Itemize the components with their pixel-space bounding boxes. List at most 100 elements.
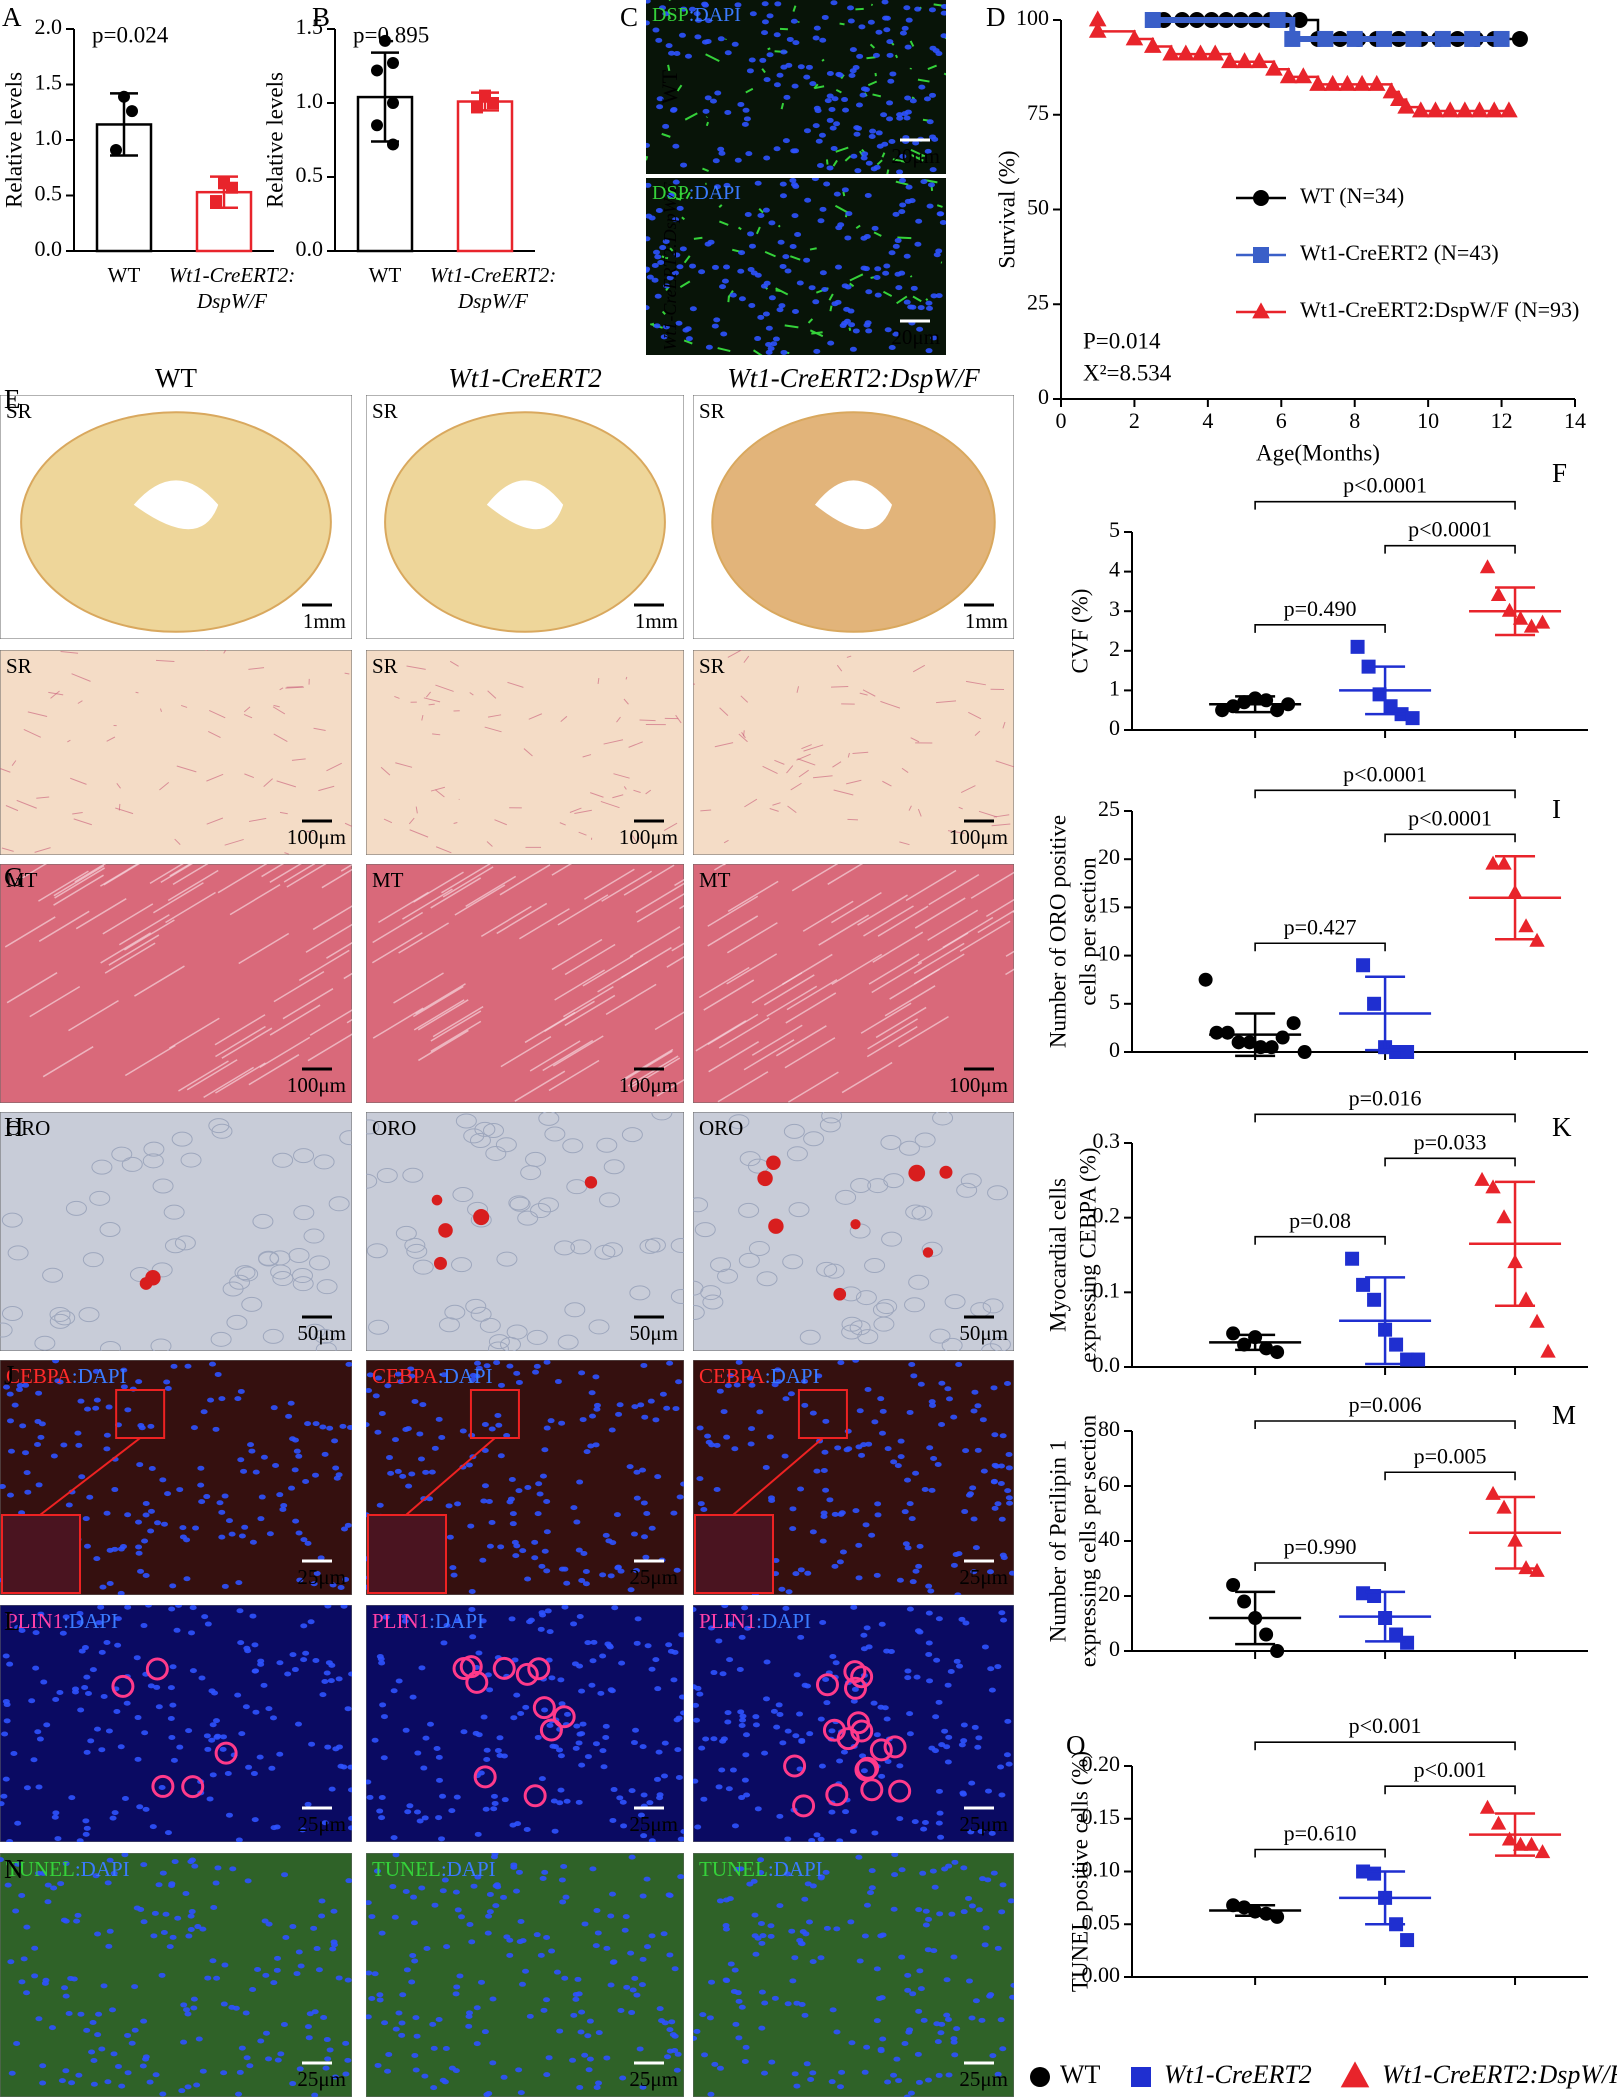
cell [328,1196,350,1212]
nucleus [169,1583,177,1589]
nucleus [972,1998,980,2004]
fiber [796,686,800,693]
cell [599,1192,621,1208]
nucleus [0,1793,8,1799]
nucleus [23,1924,31,1930]
fiber [917,808,922,817]
nucleus [513,1543,521,1549]
nucleus [854,168,862,174]
p-value: p=0.005 [1414,1443,1487,1468]
nucleus [757,1857,765,1863]
nucleus [486,1687,494,1693]
nucleus [792,1571,800,1577]
nucleus [627,1587,635,1593]
nucleus [675,1379,683,1385]
membrane [775,287,789,296]
fiber [700,809,712,812]
nucleus [883,15,891,21]
nucleus [294,1721,302,1727]
nucleus [945,1734,953,1740]
bracket [1254,1848,1386,1858]
nucleus [39,2080,47,2086]
fiber [54,867,106,899]
fiber [259,1036,311,1069]
nucleus [382,1614,390,1620]
nucleus [582,1581,590,1587]
nucleus [466,2010,474,2016]
nucleus [36,1736,44,1742]
nucleus [842,107,850,113]
membrane [814,85,825,90]
nucleus [195,2036,203,2042]
nucleus [583,1449,591,1455]
nucleus [837,2084,845,2090]
nucleus [775,1379,783,1385]
nucleus [399,1473,407,1479]
nucleus [375,1375,383,1381]
fiber [621,1050,673,1082]
nucleus [680,1710,684,1716]
nucleus [904,1668,912,1674]
scale-label: 25μm [629,1565,678,1589]
fiber [629,926,681,958]
nucleus [733,1382,741,1388]
membrane [835,88,842,94]
nucleus [599,1748,607,1754]
image-bg [366,1605,684,1842]
nucleus [150,1933,158,1939]
nucleus [479,1618,487,1624]
nucleus [896,112,904,118]
nucleus [411,2053,419,2059]
nucleus [801,1402,809,1408]
nucleus [159,2091,167,2097]
cell [782,1254,804,1270]
nucleus [831,1563,839,1569]
nucleus [666,275,674,281]
fiber [714,864,726,871]
nucleus [237,1388,245,1394]
nucleus [543,2072,551,2078]
nucleus [304,1540,312,1546]
nucleus [311,2092,319,2097]
nucleus [729,1767,737,1773]
fiber [380,766,391,776]
nucleus [344,1706,352,1712]
nucleus [699,2012,707,2018]
nucleus [265,1706,273,1712]
nucleus [378,1815,386,1821]
nucleus [987,1666,995,1672]
membrane [872,93,882,98]
bracket [1254,1420,1516,1429]
lipid-droplet [850,1219,861,1230]
fiber [243,713,253,719]
nucleus [914,6,922,12]
fiber [291,758,306,761]
nucleus [670,1677,678,1683]
stain-part: ORO [372,1116,416,1140]
nucleus [881,1705,889,1711]
nucleus [621,1927,629,1933]
fiber [1002,721,1006,729]
nucleus [607,1573,615,1579]
fiber [847,818,858,821]
nucleus [666,1893,674,1899]
nucleus [443,1944,451,1950]
membrane [866,56,876,60]
nucleus [908,1361,916,1367]
nucleus [809,81,817,87]
nucleus [251,1642,259,1648]
nucleus [762,207,770,213]
nucleus [970,1408,978,1414]
fiber [605,983,657,1016]
micrograph [366,1112,684,1351]
cell [941,1337,963,1351]
stain-part: ORO [6,1116,50,1140]
nucleus [758,1989,766,1995]
nucleus [653,249,661,255]
fiber [867,1018,918,1050]
bracket [1254,1562,1386,1571]
membrane [764,250,776,258]
y-tick-label: 0.5 [35,181,63,206]
nucleus [896,1763,904,1769]
nucleus [75,2072,83,2078]
